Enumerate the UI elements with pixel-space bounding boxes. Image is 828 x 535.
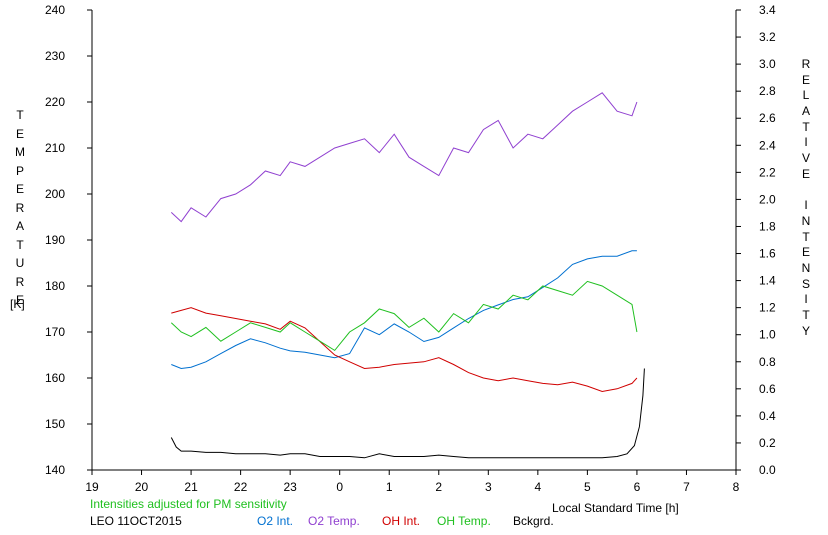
axis-label-letter: E [15, 126, 24, 141]
axis-label-letter: A [801, 104, 810, 119]
left-tick-label: 180 [45, 279, 65, 293]
right-tick-label: 3.4 [759, 3, 776, 17]
left-axis-unit: [K] [10, 297, 25, 311]
x-tick-label: 19 [85, 480, 99, 494]
axis-label-letter: T [802, 229, 810, 244]
right-tick-label: 1.8 [759, 219, 776, 233]
axis-label-letter: T [16, 237, 24, 252]
right-tick-label: 2.2 [759, 165, 776, 179]
axis-label-letter: M [15, 145, 25, 159]
right-tick-label: 0.0 [759, 463, 776, 477]
right-tick-label: 0.4 [759, 409, 776, 423]
legend-oh-int: OH Int. [382, 514, 421, 528]
axis-label-letter: S [801, 276, 810, 291]
right-tick-label: 1.6 [759, 247, 776, 261]
x-tick-label: 4 [535, 480, 542, 494]
right-tick-label: 2.8 [759, 84, 776, 98]
x-tick-label: 7 [683, 480, 690, 494]
axis-label-letter: V [801, 151, 810, 166]
left-tick-label: 140 [45, 463, 65, 477]
x-tick-label: 23 [283, 480, 297, 494]
axis-label-letter: I [804, 292, 808, 307]
left-tick-label: 220 [45, 95, 65, 109]
x-tick-label: 3 [485, 480, 492, 494]
x-tick-label: 20 [135, 480, 149, 494]
x-axis-ticks: 19 20 21 22 23 0 1 2 3 4 5 6 7 8 [85, 470, 740, 494]
right-tick-label: 1.0 [759, 328, 776, 342]
right-tick-label: 1.2 [759, 301, 776, 315]
axis-label-letter: R [801, 57, 811, 71]
right-axis-ticks: 0.0 0.2 0.4 0.6 0.8 1.0 1.2 1.4 1.6 1.8 2.0 2.2 2.4 2… [736, 3, 776, 477]
left-tick-label: 160 [45, 371, 65, 385]
x-tick-label: 2 [435, 480, 442, 494]
left-tick-label: 200 [45, 187, 65, 201]
left-tick-label: 150 [45, 417, 65, 431]
right-tick-label: 3.2 [759, 30, 776, 44]
axis-label-letter: E [15, 182, 24, 196]
right-tick-label: 2.4 [759, 138, 776, 152]
legend-o2-int: O2 Int. [257, 514, 294, 528]
axis-label-letter: I [804, 198, 808, 213]
axes-frame [91, 10, 737, 471]
x-tick-label: 8 [733, 480, 740, 494]
o2-int-line [171, 250, 637, 370]
left-tick-label: 190 [45, 233, 65, 247]
axis-label-letter: U [15, 256, 25, 270]
left-tick-label: 240 [45, 3, 65, 17]
oh-int-line [171, 307, 638, 393]
x-tick-label: 1 [386, 480, 393, 494]
axis-label-letter: T [802, 119, 810, 134]
axis-label-letter: I [804, 135, 808, 150]
oh-temp-line [170, 280, 638, 352]
right-tick-label: 2.6 [759, 111, 776, 125]
axis-label-letter: T [16, 108, 24, 122]
left-tick-label: 170 [45, 325, 65, 339]
axis-label-letter: N [801, 213, 811, 228]
left-tick-label: 210 [45, 141, 65, 155]
axis-label-letter: N [801, 260, 811, 275]
bckgrd-line [170, 368, 645, 459]
x-tick-label: 21 [184, 480, 198, 494]
axis-label-letter: T [802, 308, 810, 322]
right-tick-label: 2.0 [759, 192, 776, 206]
legend-o2-temp: O2 Temp. [308, 514, 360, 528]
axis-label-letter [799, 183, 813, 199]
o2-temp-line [170, 92, 638, 223]
right-tick-label: 0.6 [759, 382, 776, 396]
right-tick-label: 3.0 [759, 57, 776, 71]
axis-label-letter: E [15, 293, 24, 307]
x-tick-label: 5 [584, 480, 591, 494]
axis-label-letter: A [15, 219, 24, 233]
axis-label-letter: R [15, 200, 25, 215]
legend-bckgrd: Bckgrd. [513, 514, 554, 528]
right-tick-label: 0.8 [759, 355, 776, 369]
axis-label-letter: P [15, 163, 24, 178]
series-lines [170, 92, 645, 459]
x-axis-label: Local Standard Time [h] [552, 501, 679, 515]
axis-label-letter: R [15, 274, 25, 289]
right-tick-label: 0.2 [759, 436, 776, 450]
axis-label-letter: E [801, 245, 810, 260]
left-axis-ticks: 140 150 160 170 180 190 200 210 220 230 240 [45, 3, 92, 477]
x-tick-label: 22 [234, 480, 248, 494]
x-tick-label: 0 [336, 480, 343, 494]
axis-label-letter: E [801, 72, 810, 87]
legend-oh-temp: OH Temp. [437, 514, 491, 528]
x-tick-label: 6 [634, 480, 641, 494]
left-tick-label: 230 [45, 49, 65, 63]
axis-label-letter: L [802, 88, 810, 103]
right-tick-label: 1.4 [759, 274, 776, 288]
axis-label-letter: Y [801, 323, 810, 338]
station-date-label: LEO 11OCT2015 [90, 514, 182, 528]
sensitivity-note: Intensities adjusted for PM sensitivity [90, 497, 287, 511]
axis-label-letter: E [801, 166, 810, 181]
